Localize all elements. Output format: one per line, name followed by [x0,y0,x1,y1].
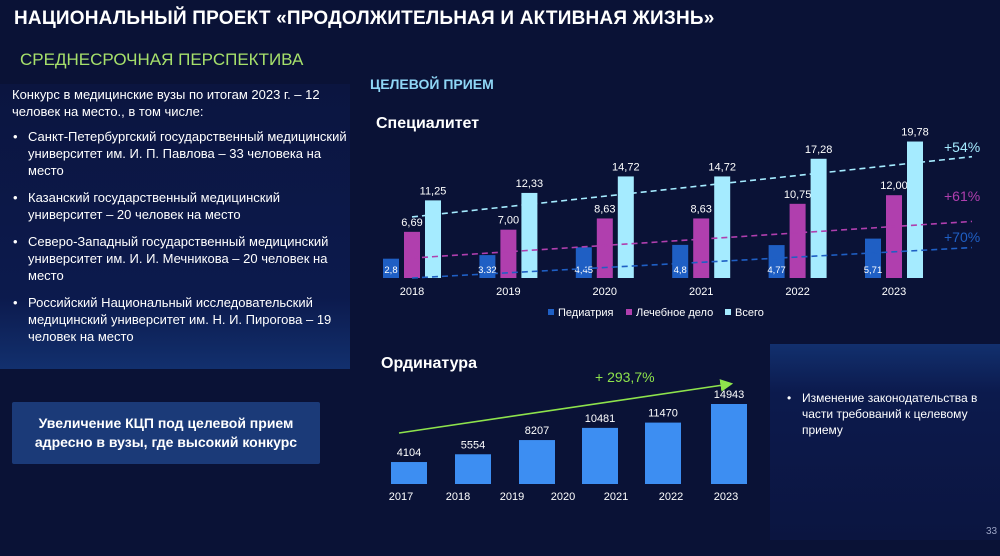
ordinatura-bar-2022 [645,422,681,484]
ordinatura-data-label: 10481 [585,413,616,425]
specialitet-data-label: 3,32 [478,265,497,276]
ordinatura-data-label: 8207 [525,425,549,437]
specialitet-bar-Педиатрия-2022 [768,245,785,278]
ordinatura-chart-title: Ординатура [381,355,477,372]
list-item: Казанский государственный медицинский ун… [12,189,347,223]
legend-swatch-Педиатрия [548,309,554,315]
specialitet-bar-Лечебное дело-2023 [886,195,902,278]
specialitet-bar-Лечебное дело-2022 [789,203,806,278]
ordinatura-x-tick-label: 2019 [500,491,524,503]
specialitet-data-label: 8,63 [594,203,615,215]
ordinatura-bar-2018 [455,454,491,484]
ordinatura-x-tick-label: 2021 [604,491,628,503]
specialitet-x-tick-label: 2019 [496,286,520,298]
specialitet-x-tick-label: 2023 [882,286,906,298]
specialitet-bar-Всего-2018 [425,200,441,278]
list-item: Северо-Западный государственный медицинс… [12,233,347,284]
ordinatura-x-tick-label: 2022 [659,491,683,503]
legend-swatch-Лечебное дело [626,309,632,315]
legend-label: Лечебное дело [636,307,713,319]
specialitet-data-label: 4,45 [575,265,594,276]
specialitet-bar-Педиатрия-2020 [575,247,592,278]
specialitet-data-label: 11,25 [420,185,447,197]
ordinatura-growth-arrow [398,379,734,434]
specialitet-trend-line-Всего [411,155,973,218]
right-info-panel [770,344,1000,540]
legend-swatch-Всего [725,309,731,315]
specialitet-bar-Педиатрия-2023 [865,238,881,278]
ordinatura-data-label: 11470 [648,408,678,420]
specialitet-bar-Всего-2023 [907,141,923,278]
specialitet-bar-Лечебное дело-2021 [693,218,710,278]
specialitet-x-tick-label: 2022 [785,286,809,298]
specialitet-data-label: 10,75 [784,189,812,201]
ordinatura-growth-label: + 293,7% [595,369,655,385]
specialitet-x-tick-label: 2018 [400,286,424,298]
specialitet-x-tick-label: 2021 [689,286,713,298]
specialitet-data-label: 4,8 [674,265,687,276]
specialitet-bar-Педиатрия-2019 [479,255,496,278]
ordinatura-bar-2019-2020 [519,440,555,484]
university-list: Санкт-Петербургский государственный меди… [12,128,347,355]
specialitet-data-label: 6,69 [401,217,422,229]
specialitet-bar-Педиатрия-2018 [383,258,399,278]
highlight-text: Увеличение КЦП под целевой прием адресно… [34,415,298,450]
specialitet-trend-label: +61% [944,188,980,204]
specialitet-data-label: 5,71 [864,265,883,276]
specialitet-data-label: 8,63 [690,203,711,215]
specialitet-data-label: 12,33 [516,178,544,190]
ordinatura-data-label: 4104 [397,447,421,459]
specialitet-bar-Лечебное дело-2019 [500,229,517,278]
highlight-box: Увеличение КЦП под целевой прием адресно… [12,402,320,464]
ordinatura-bar-2023 [711,404,747,484]
right-note-list: Изменение законодательства в части требо… [786,390,991,438]
ordinatura-bar-2017 [391,462,427,484]
specialitet-data-label: 7,00 [498,215,519,227]
list-item: Санкт-Петербургский государственный меди… [12,128,347,179]
specialitet-data-label: 14,72 [612,161,640,173]
specialitet-data-label: 2,8 [384,265,397,276]
specialitet-bar-Всего-2021 [714,176,731,278]
list-item: Российский Национальный исследовательски… [12,294,347,345]
specialitet-trend-line-Педиатрия [411,246,973,279]
specialitet-bar-Всего-2020 [617,176,634,278]
ordinatura-x-tick-label: 2018 [446,491,470,503]
specialitet-data-label: 4,77 [767,265,786,276]
page-subtitle: СРЕДНЕСРОЧНАЯ ПЕРСПЕКТИВА [20,50,304,69]
ordinatura-data-label: 14943 [714,389,745,401]
specialitet-data-label: 19,78 [901,127,929,139]
legend-label: Всего [735,307,764,319]
specialitet-trend-label: +54% [944,139,980,155]
legend-label: Педиатрия [558,307,614,319]
specialitet-data-label: 17,28 [805,144,833,156]
ordinatura-x-tick-label: 2020 [551,491,575,503]
specialitet-x-tick-label: 2020 [593,286,617,298]
specialitet-bar-Всего-2022 [810,158,827,278]
specialitet-bar-Всего-2019 [521,192,538,278]
specialitet-trend-line-Лечебное дело [411,220,973,259]
list-item: Изменение законодательства в части требо… [786,390,991,438]
specialitet-bar-Лечебное дело-2020 [596,218,613,278]
intro-text: Конкурс в медицинские вузы по итогам 202… [12,87,320,119]
page-title: НАЦИОНАЛЬНЫЙ ПРОЕКТ «ПРОДОЛЖИТЕЛЬНАЯ И А… [14,8,715,29]
specialitet-bar-Лечебное дело-2018 [404,231,420,278]
specialitet-chart-title: Специалитет [376,115,480,132]
specialitet-bar-Педиатрия-2021 [672,244,689,278]
ordinatura-x-tick-label: 2017 [389,491,413,503]
specialitet-data-label: 14,72 [708,161,736,173]
ordinatura-x-tick-label: 2023 [714,491,738,503]
section-label: ЦЕЛЕВОЙ ПРИЕМ [370,76,494,92]
page-number: 33 [986,526,998,537]
specialitet-data-label: 12,00 [880,180,908,192]
ordinatura-bar-2021 [582,427,618,484]
ordinatura-data-label: 5554 [461,439,485,451]
specialitet-trend-label: +70% [944,229,980,245]
